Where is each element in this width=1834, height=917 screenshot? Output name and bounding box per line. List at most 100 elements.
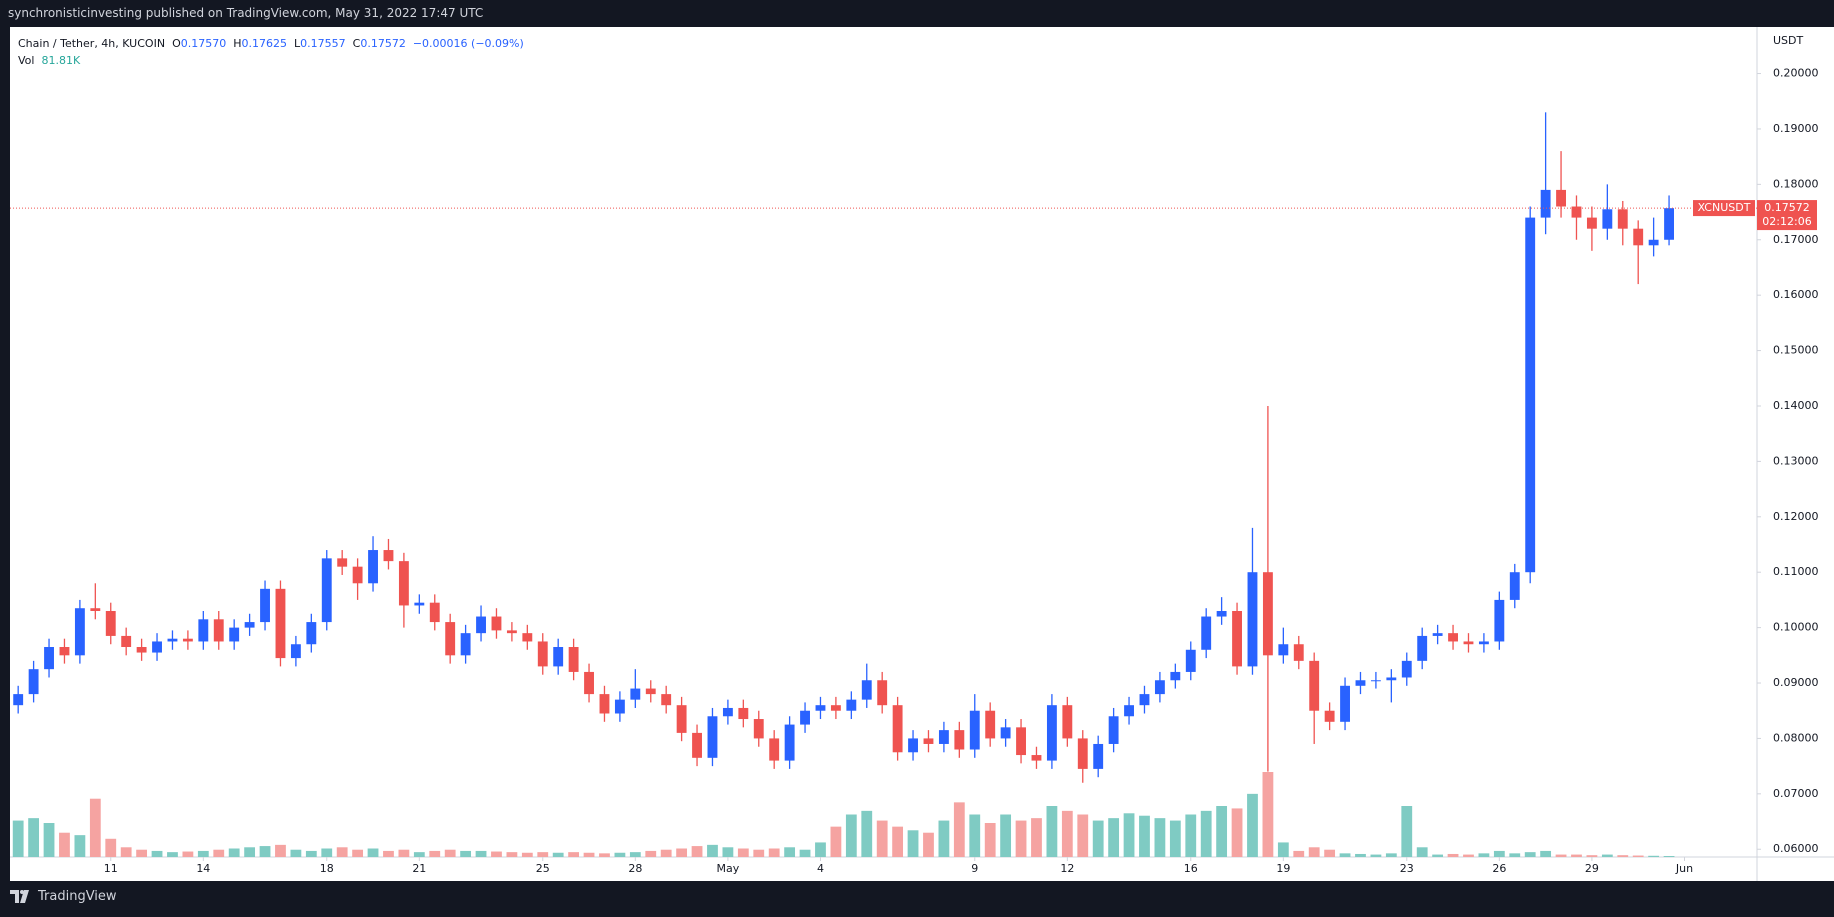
volume-bar: [815, 842, 826, 857]
volume-bar: [1092, 820, 1104, 857]
volume-bar: [1540, 850, 1552, 857]
x-tick-label: 12: [1060, 862, 1074, 875]
x-tick-label: 29: [1585, 862, 1599, 875]
volume-bar: [1000, 814, 1012, 857]
candle-body: [923, 738, 934, 744]
volume-bar: [1478, 853, 1490, 857]
candle-body: [1139, 694, 1150, 706]
volume-bar: [1308, 847, 1320, 857]
candle-body: [1340, 685, 1350, 722]
candle-body: [1262, 572, 1273, 656]
candle-body: [491, 616, 502, 631]
volume-bar: [676, 848, 688, 857]
volume-bar: [1571, 854, 1582, 857]
candle-body: [74, 608, 85, 656]
candle-body: [121, 635, 132, 648]
candle-body: [830, 705, 841, 711]
volume-bar: [1509, 853, 1521, 857]
volume-bar: [907, 830, 919, 857]
candle-body: [1448, 633, 1458, 642]
volume-bar: [321, 848, 333, 857]
volume-bar: [1339, 853, 1351, 857]
candle-body: [584, 671, 594, 695]
candle-body: [105, 610, 116, 636]
y-tick-label: 0.13000: [1773, 454, 1819, 467]
volume-bar: [1031, 818, 1042, 857]
volume-bar: [28, 818, 40, 857]
ohlc: O0.17570 H0.17625 L0.17557 C0.17572: [172, 37, 413, 50]
candle-body: [1046, 705, 1057, 761]
ohlc-key: H: [233, 37, 242, 50]
candle-body: [1417, 635, 1428, 661]
candle-body: [1170, 671, 1181, 681]
volume-bar: [660, 849, 672, 857]
volume-bar: [1154, 818, 1166, 857]
volume-bar: [1370, 854, 1382, 857]
volume-bar: [89, 798, 101, 857]
volume-bar: [336, 847, 348, 857]
x-tick-label: Jun: [1675, 862, 1693, 875]
x-tick-label: 28: [628, 862, 642, 875]
x-tick-label: 18: [320, 862, 334, 875]
volume-bar: [1185, 814, 1197, 857]
candle-body: [414, 602, 425, 606]
volume-bar: [645, 850, 657, 857]
volume-bar: [1601, 854, 1613, 857]
candle-body: [352, 566, 363, 584]
candle-body: [1093, 743, 1104, 769]
candle-body: [1571, 206, 1582, 218]
volume-bar: [1401, 806, 1413, 857]
candle-body: [1216, 610, 1227, 617]
candle-body: [846, 699, 857, 711]
candle-body: [1509, 572, 1520, 600]
candle-body: [275, 588, 286, 659]
volume-bar: [1262, 772, 1274, 857]
candle-body: [1556, 189, 1566, 207]
candle-body: [1525, 217, 1536, 573]
volume-bar: [275, 844, 286, 857]
volume-bar: [1632, 855, 1644, 857]
volume-bar: [1139, 815, 1150, 857]
volume-bar: [1663, 856, 1675, 857]
candle-body: [1664, 208, 1674, 240]
volume-bar: [583, 852, 595, 857]
candle-body: [445, 622, 456, 656]
volume-value: 81.81K: [41, 54, 81, 67]
candle-body: [753, 719, 764, 739]
symbol-label: XCNUSDT: [1698, 201, 1751, 214]
candle-body: [290, 644, 301, 659]
candle-body: [306, 622, 317, 645]
candle-body: [1463, 641, 1474, 645]
volume-bar: [1555, 854, 1567, 857]
volume-bar: [1247, 793, 1258, 857]
candle-body: [244, 622, 255, 628]
candle-body: [1355, 680, 1366, 686]
x-tick-label: 9: [971, 862, 978, 875]
volume-bar: [799, 849, 811, 857]
candle-body: [707, 716, 718, 758]
volume-bar: [691, 846, 703, 857]
candle-body: [1232, 610, 1242, 667]
candle-body: [198, 619, 209, 642]
legend-title: Chain / Tether, 4h, KUCOIN: [18, 37, 166, 50]
volume-bar: [182, 851, 194, 857]
candle-body: [337, 558, 348, 567]
volume-bar: [1231, 808, 1243, 857]
volume-bar: [1216, 806, 1228, 857]
candle-body: [645, 688, 656, 695]
volume-key: Vol: [18, 54, 35, 67]
volume-bar: [1108, 818, 1120, 857]
volume-bar: [537, 852, 549, 857]
candle-body: [722, 707, 733, 717]
candle-body: [861, 680, 872, 700]
ohlc-key: L: [294, 37, 301, 50]
candle-body: [383, 550, 394, 562]
candle-body: [537, 641, 548, 667]
candle-body: [152, 641, 162, 653]
y-tick-label: 0.14000: [1773, 399, 1819, 412]
y-axis-label: USDT: [1773, 34, 1804, 47]
last-price-label: 0.17572: [1764, 201, 1810, 214]
volume-bar: [244, 847, 256, 857]
candle-body: [1478, 641, 1489, 645]
